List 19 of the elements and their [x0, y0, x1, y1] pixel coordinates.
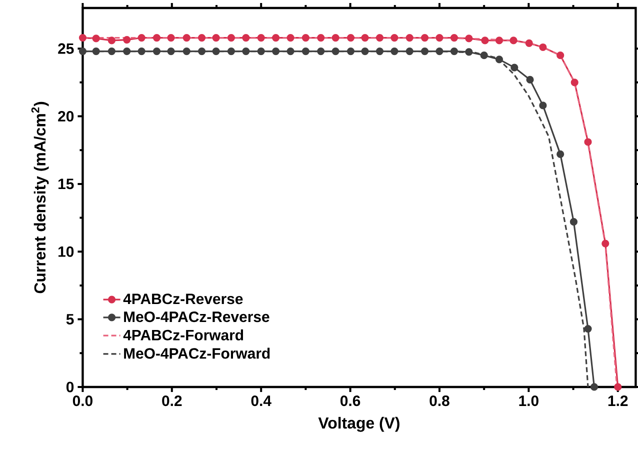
legend-label: MeO-4PACz-Reverse — [124, 312, 270, 322]
x-tick-label: 0.6 — [340, 396, 360, 406]
y-tick-label: 25 — [58, 43, 74, 54]
legend-label: 4PABCz-Reverse — [123, 294, 243, 304]
y-tick-label: 20 — [58, 110, 74, 122]
x-tick-label: 1.2 — [608, 396, 628, 406]
y-tick-label: 10 — [58, 246, 74, 257]
y-tick-label: 0 — [66, 382, 74, 392]
y-axis-title: Current density (mA/cm$^{2}$) — [31, 102, 49, 294]
y-tick-label: 5 — [66, 314, 74, 325]
x-tick-label: 0.2 — [162, 396, 182, 406]
x-axis-title: Voltage (V) — [318, 416, 400, 432]
x-tick-label: 0.4 — [251, 396, 272, 406]
legend-label: MeO-4PACz-Forward — [124, 348, 270, 359]
y-tick-label: 15 — [58, 178, 74, 190]
x-tick-label: 0.0 — [72, 396, 92, 406]
x-tick-label: 1.0 — [519, 396, 538, 406]
legend-label: 4PABCz-Forward — [123, 329, 244, 340]
x-tick-label: 0.8 — [430, 396, 450, 406]
